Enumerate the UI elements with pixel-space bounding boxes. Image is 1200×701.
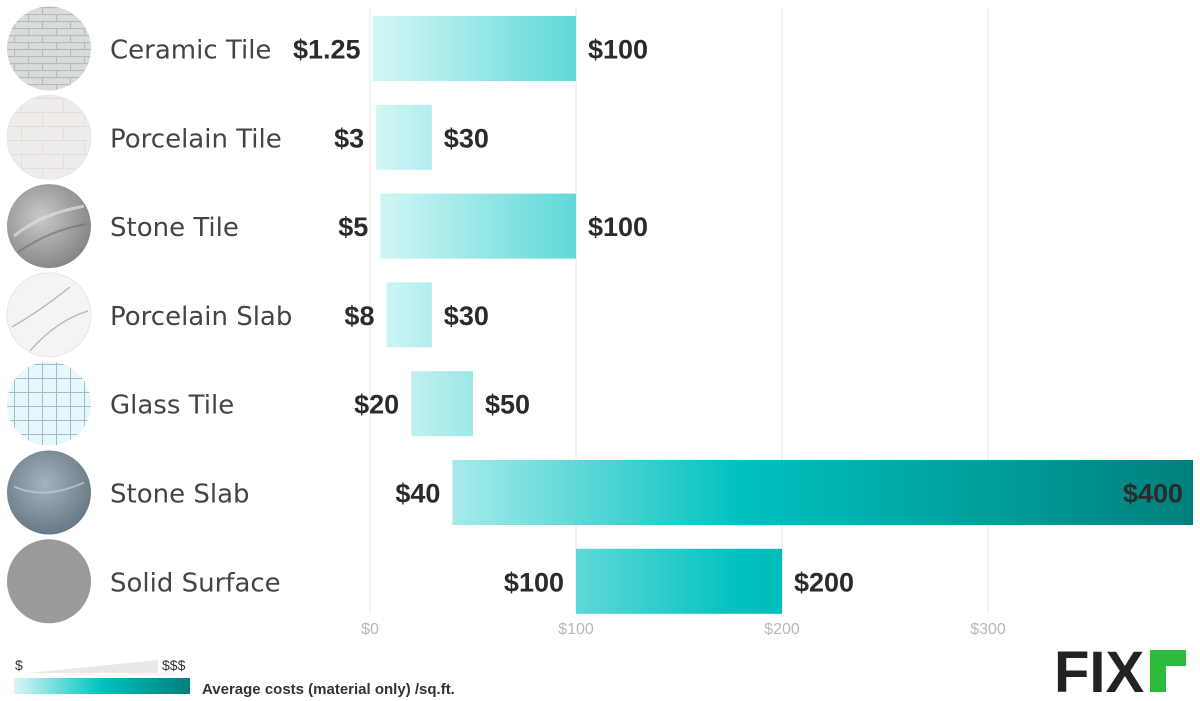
x-tick-label: $100	[558, 621, 594, 638]
low-value-label: $3	[334, 123, 364, 153]
logo-text: FIX	[1054, 640, 1145, 701]
low-value-label: $1.25	[293, 35, 361, 65]
high-value-label: $100	[588, 212, 648, 242]
high-value-label: $50	[485, 390, 530, 420]
low-value-label: $40	[395, 479, 440, 509]
porcelain-slab-swatch	[6, 272, 92, 358]
material-swatches	[6, 6, 92, 624]
category-label: Porcelain Slab	[110, 302, 292, 332]
range-bar	[411, 371, 473, 437]
bars: $1.25 $100 $3 $30 $5 $100 $8 $30 $20 $50 $40 $400 $1…	[293, 16, 1193, 614]
low-value-label: $5	[338, 212, 368, 242]
category-label: Ceramic Tile	[110, 36, 271, 66]
x-tick-label: $200	[764, 621, 800, 638]
solid-surface-swatch	[7, 539, 91, 624]
high-value-label: $30	[444, 123, 489, 153]
legend-title: Average costs (material only) /sq.ft.	[202, 681, 455, 698]
legend-gradient	[14, 678, 190, 694]
stone-tile-swatch	[7, 184, 91, 269]
range-bar	[576, 548, 782, 614]
category-label: Stone Slab	[110, 480, 250, 510]
high-value-label: $200	[794, 567, 854, 597]
porcelain-tile-swatch	[6, 94, 92, 180]
low-value-label: $100	[504, 567, 564, 597]
fixr-logo: FIX	[1054, 640, 1186, 701]
x-tick-label: $0	[361, 621, 379, 638]
glass-tile-swatch	[7, 361, 91, 446]
category-label: Glass Tile	[110, 391, 234, 421]
x-axis: $0 $100 $200 $300	[361, 621, 1006, 638]
category-label: Stone Tile	[110, 213, 239, 243]
legend: $ $$$ Average costs (material only) /sq.…	[14, 657, 455, 698]
category-labels: Ceramic Tile Porcelain Tile Stone Tile Porc…	[110, 36, 292, 599]
high-value-label: $100	[588, 35, 648, 65]
ceramic-tile-swatch	[7, 6, 91, 91]
range-bar	[372, 16, 576, 81]
low-value-label: $20	[354, 390, 399, 420]
range-bar	[380, 193, 576, 259]
logo-accent	[1150, 650, 1186, 692]
category-label: Porcelain Tile	[110, 124, 282, 154]
legend-low-symbol: $	[15, 657, 23, 673]
high-value-label: $30	[444, 301, 489, 331]
stone-slab-swatch	[7, 450, 91, 535]
x-tick-label: $300	[970, 621, 1006, 638]
legend-high-symbol: $$$	[162, 657, 186, 673]
high-value-label: $400	[1123, 479, 1183, 509]
range-bar	[376, 104, 432, 170]
range-bar	[452, 460, 1193, 525]
low-value-label: $8	[344, 301, 374, 331]
range-bar	[386, 282, 432, 348]
category-label: Solid Surface	[110, 568, 281, 598]
legend-wedge	[28, 660, 158, 673]
